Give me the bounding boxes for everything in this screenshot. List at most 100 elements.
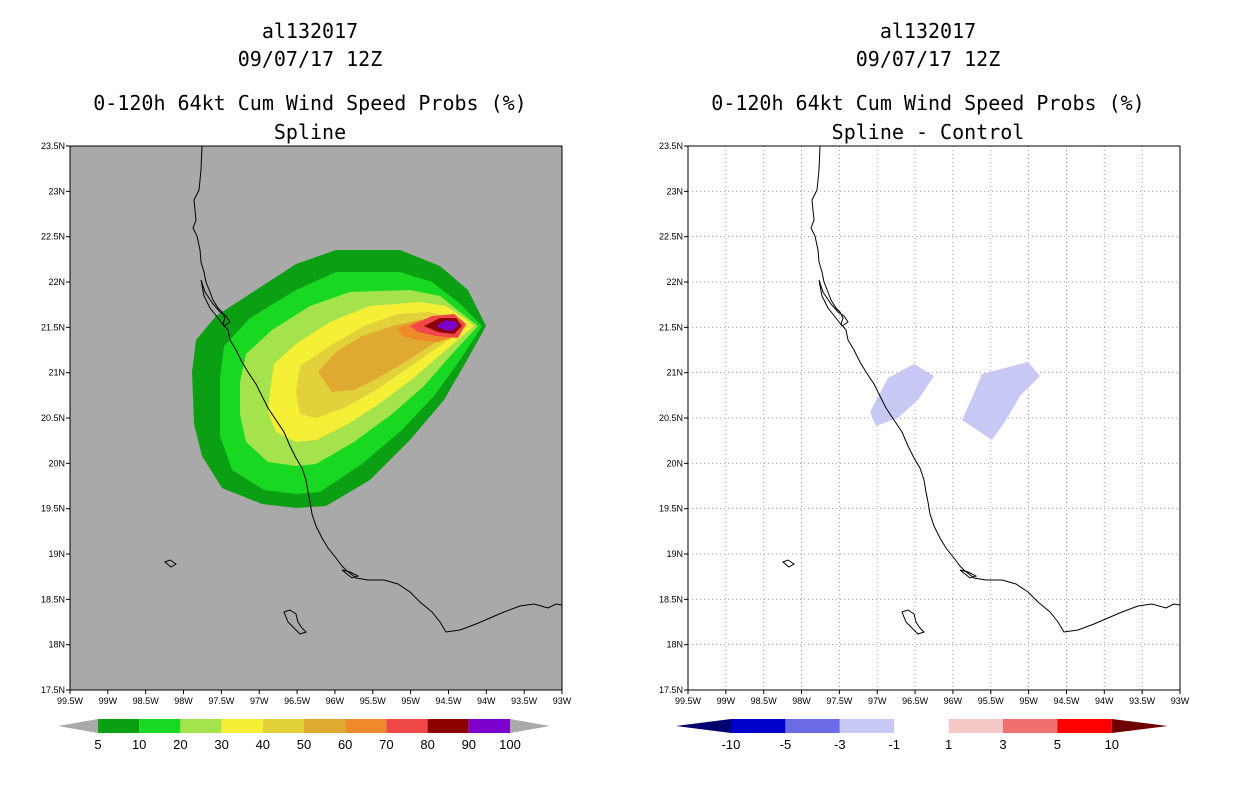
colorbar-swatch (262, 719, 304, 733)
colorbar-swatch (894, 719, 949, 733)
lon-tick-label: 98W (174, 696, 193, 706)
lat-tick-label: 20N (48, 458, 65, 468)
lat-tick-label: 23N (666, 186, 683, 196)
colorbar-label: 50 (297, 737, 311, 752)
lat-tick-label: 23.5N (659, 141, 683, 151)
colorbar-label: 10 (132, 737, 146, 752)
lat-tick-label: 18.5N (41, 594, 65, 604)
colorbar-label: -3 (834, 737, 846, 752)
colorbar-swatch (304, 719, 346, 733)
lon-tick-label: 95.5W (978, 696, 1005, 706)
lon-tick-label: 94.5W (435, 696, 462, 706)
lon-tick-label: 93W (553, 696, 572, 706)
colorbar-swatch (139, 719, 181, 733)
lat-tick-label: 21N (48, 368, 65, 378)
lon-tick-label: 96W (326, 696, 345, 706)
colorbar-swatch (345, 719, 387, 733)
lon-tick-label: 97W (250, 696, 269, 706)
lat-tick-label: 23N (48, 186, 65, 196)
right-title-line-2: 09/07/17 12Z (856, 47, 1001, 71)
colorbar-label: 70 (379, 737, 393, 752)
lon-tick-label: 97W (868, 696, 887, 706)
colorbar-swatch (948, 719, 1003, 733)
colorbar-label: 90 (462, 737, 476, 752)
colorbar-label: 20 (173, 737, 187, 752)
left-panel: al132017 09/07/17 12Z 0-120h 64kt Cum Wi… (41, 19, 572, 752)
lat-tick-label: 19.5N (41, 504, 65, 514)
lon-tick-label: 98W (792, 696, 811, 706)
left-colorbar: 5 10 20 30 40 50 60 70 80 90 100 (58, 719, 550, 752)
colorbar-label: -10 (722, 737, 741, 752)
colorbar-right-arrow (510, 719, 550, 733)
colorbar-label: 80 (420, 737, 434, 752)
lon-tick-label: 99.5W (675, 696, 702, 706)
right-colorbar: -10 -5 -3 -1 1 3 5 10 (676, 719, 1168, 752)
lat-tick-label: 19.5N (659, 504, 683, 514)
lon-tick-label: 93W (1171, 696, 1190, 706)
difference-areas (870, 362, 1040, 440)
lat-tick-label: 22N (666, 277, 683, 287)
lat-tick-label: 19N (666, 549, 683, 559)
colorbar-label: 60 (338, 737, 352, 752)
colorbar-label: 5 (1054, 737, 1061, 752)
colorbar-swatch (839, 719, 895, 733)
left-title-line-2: 09/07/17 12Z (238, 47, 383, 71)
colorbar-swatch (180, 719, 222, 733)
lon-tick-label: 95W (401, 696, 420, 706)
lat-tick-label: 18.5N (659, 594, 683, 604)
lon-tick-label: 99W (717, 696, 736, 706)
colorbar-label: 1 (945, 737, 952, 752)
lat-tick-label: 22N (48, 277, 65, 287)
lat-tick-label: 18N (48, 640, 65, 650)
lon-tick-label: 93.5W (1129, 696, 1156, 706)
lon-tick-label: 94W (477, 696, 496, 706)
colorbar-label: 3 (999, 737, 1006, 752)
lon-tick-label: 96.5W (902, 696, 929, 706)
lat-tick-label: 21.5N (41, 322, 65, 332)
lat-tick-label: 20.5N (41, 413, 65, 423)
lon-tick-label: 94W (1095, 696, 1114, 706)
colorbar-label: 5 (94, 737, 101, 752)
right-title-line-3: 0-120h 64kt Cum Wind Speed Probs (%) (711, 91, 1144, 115)
lat-tick-label: 23.5N (41, 141, 65, 151)
lon-tick-label: 97.5W (208, 696, 235, 706)
lon-tick-label: 95W (1019, 696, 1038, 706)
colorbar-swatch (1057, 719, 1112, 733)
colorbar-swatch (221, 719, 263, 733)
lon-tick-label: 99.5W (57, 696, 84, 706)
colorbar-swatch (427, 719, 469, 733)
colorbar-label: 10 (1105, 737, 1119, 752)
colorbar-swatch (1003, 719, 1058, 733)
right-panel: al132017 09/07/17 12Z 0-120h 64kt Cum Wi… (659, 19, 1190, 752)
colorbar-swatch (468, 719, 510, 733)
colorbar-label: -5 (780, 737, 792, 752)
difference-area-west (870, 364, 934, 426)
lat-tick-label: 19N (48, 549, 65, 559)
lon-tick-label: 98.5W (751, 696, 778, 706)
contour-90-100 (436, 320, 458, 331)
left-title-line-1: al132017 (262, 19, 358, 43)
colorbar-swatch (386, 719, 428, 733)
left-axis-ticks: 99.5W 99W 98.5W 98W 97.5W 97W 96.5W 96W 95.5W 95W… (41, 141, 572, 706)
lat-tick-label: 22.5N (659, 232, 683, 242)
lon-tick-label: 97.5W (826, 696, 853, 706)
lat-tick-label: 22.5N (41, 232, 65, 242)
lat-tick-label: 21N (666, 368, 683, 378)
lat-tick-label: 21.5N (659, 322, 683, 332)
colorbar-label: 30 (214, 737, 228, 752)
lon-tick-label: 93.5W (511, 696, 538, 706)
left-title-line-4: Spline (274, 120, 346, 144)
lon-tick-label: 99W (99, 696, 118, 706)
lon-tick-label: 95.5W (360, 696, 387, 706)
colorbar-label: 40 (256, 737, 270, 752)
lon-tick-label: 94.5W (1053, 696, 1080, 706)
lon-tick-label: 98.5W (133, 696, 160, 706)
colorbar-left-arrow (676, 719, 731, 733)
colorbar-swatch (785, 719, 840, 733)
right-title-line-4: Spline - Control (832, 120, 1025, 144)
colorbar-label: 100 (499, 737, 521, 752)
right-axis-ticks: 99.5W 99W 98.5W 98W 97.5W 97W 96.5W 96W 95.5W 95W… (659, 141, 1190, 706)
colorbar-swatch (98, 719, 140, 733)
colorbar-label: -1 (888, 737, 900, 752)
lat-tick-label: 17.5N (41, 685, 65, 695)
